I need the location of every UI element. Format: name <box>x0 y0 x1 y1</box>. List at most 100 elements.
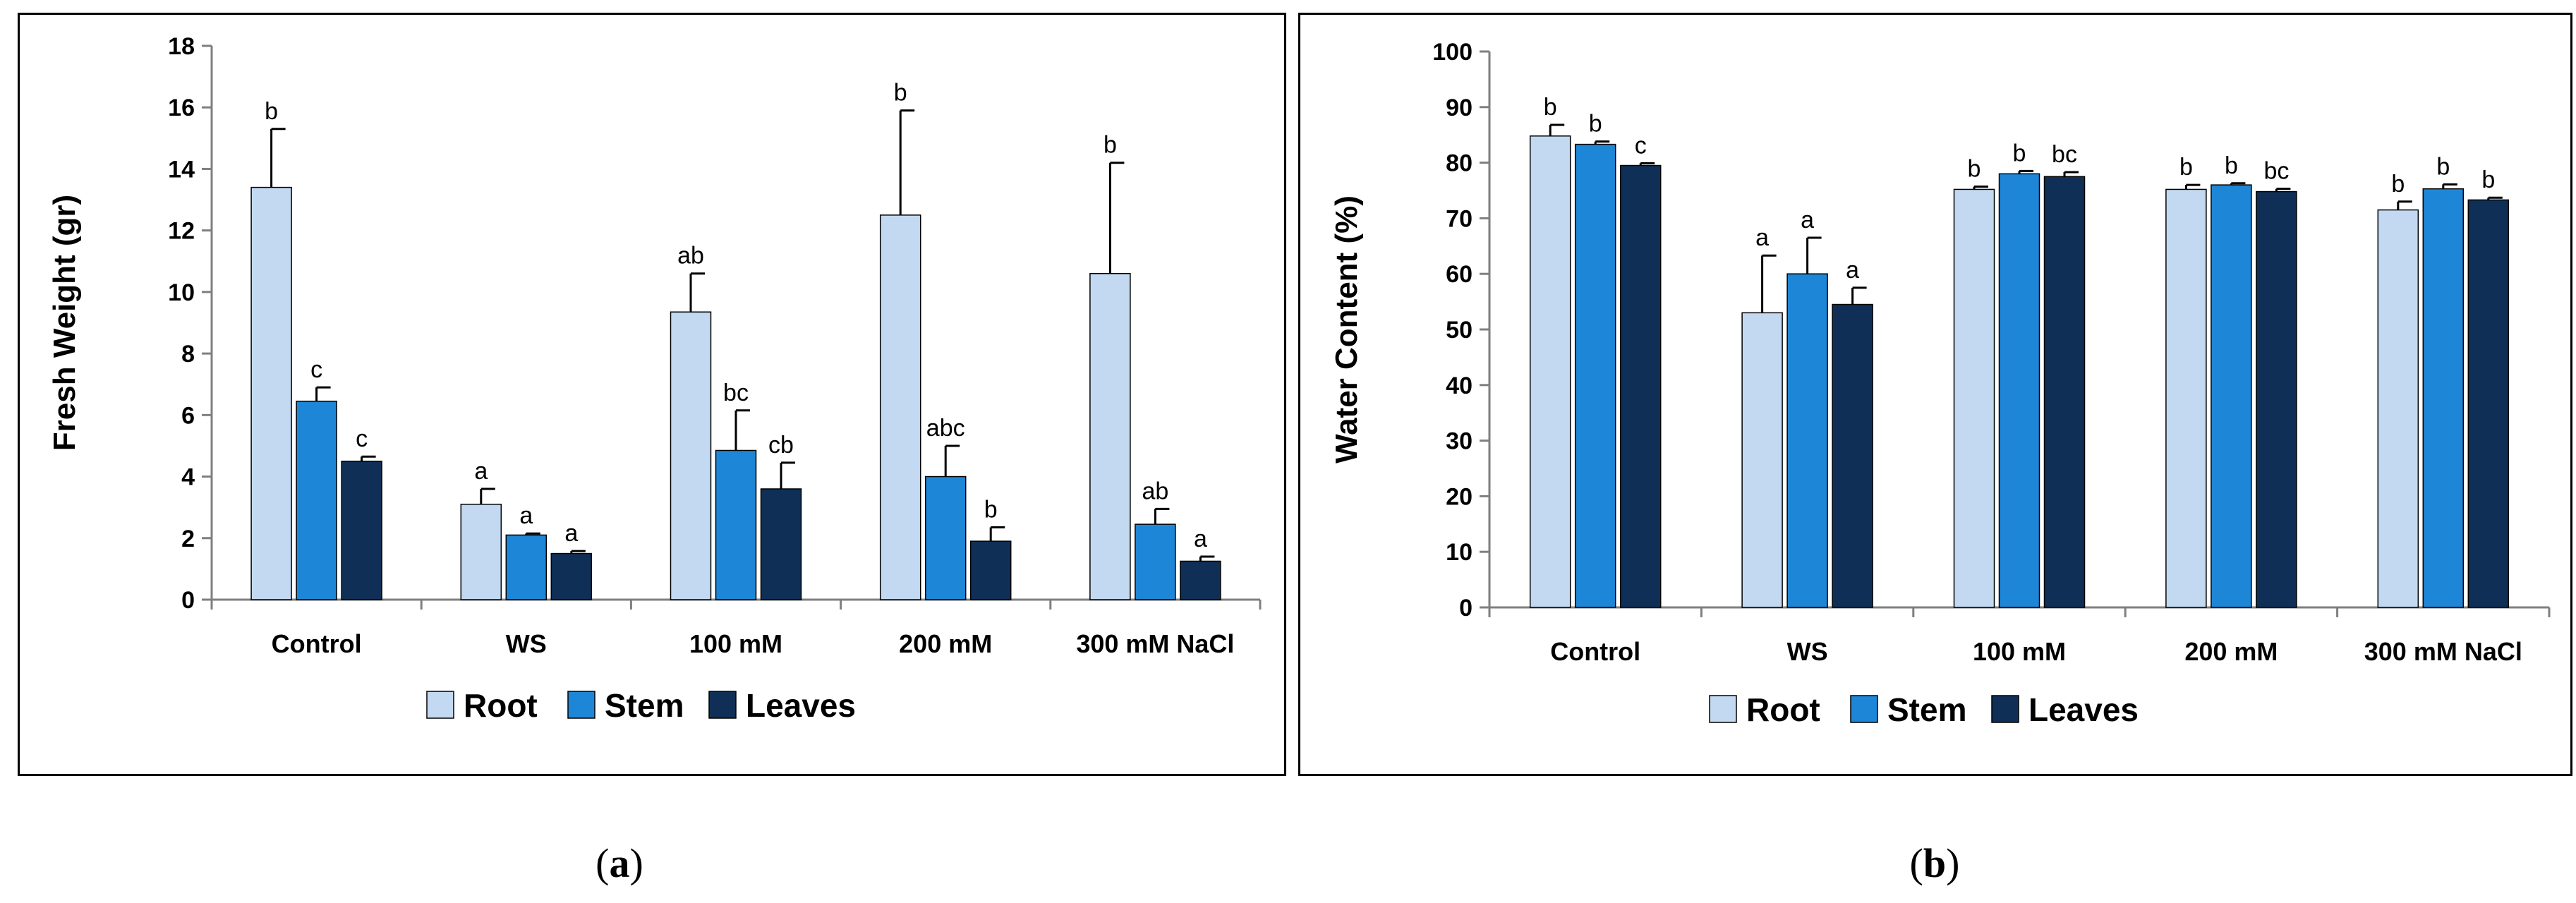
chart-b-bar-leaves-0 <box>1619 164 1662 608</box>
chart-a-bar-leaves-0 <box>341 461 382 600</box>
chart-b-sig-label-leaves-4: b <box>2481 166 2495 193</box>
chart-b-bar-stem-0 <box>1574 143 1616 608</box>
chart-a-sig-label-leaves-1: a <box>564 520 578 547</box>
chart-a-y-tick-label-2: 4 <box>181 464 195 491</box>
chart-b-bar-stem-2 <box>1998 173 2040 608</box>
chart-a-bar-leaves-2 <box>760 488 802 600</box>
chart-b-y-tick-label-3: 30 <box>1446 428 1473 455</box>
chart-b-bar-root-1 <box>1741 312 1783 608</box>
chart-b-bar-root-2 <box>1953 188 1995 608</box>
chart-a-sig-label-leaves-4: a <box>1194 526 1207 552</box>
chart-a-sig-label-root-0: b <box>265 98 278 125</box>
chart-b-y-tick-label-8: 80 <box>1446 150 1473 177</box>
caption-b: (b) <box>1909 840 1960 886</box>
chart-b-category-label-4: 300 mM NaCl <box>2364 637 2522 666</box>
chart-b-legend-swatch-root <box>1709 695 1737 723</box>
chart-b-y-tick-label-9: 90 <box>1446 95 1473 121</box>
chart-b-y-tick-label-6: 60 <box>1446 261 1473 288</box>
chart-b-sig-label-root-4: b <box>2391 171 2405 198</box>
caption-b-letter: b <box>1923 840 1947 886</box>
chart-a-bar-root-4 <box>1089 272 1131 600</box>
chart-b-y-tick-label-7: 70 <box>1446 205 1473 232</box>
chart-panel-a: 0 2 4 6 8 10 12 14 16 18 Fresh Weight (gr) Control b… <box>18 13 1286 776</box>
chart-a-bar-root-2 <box>670 311 712 600</box>
chart-a-bar-root-0 <box>250 186 292 600</box>
chart-a-y-tick-label-6: 12 <box>168 218 195 245</box>
chart-b-sig-label-leaves-2: bc <box>2052 141 2077 168</box>
chart-b-sig-label-leaves-3: bc <box>2263 158 2289 185</box>
chart-b-y-tick-label-2: 20 <box>1446 483 1473 510</box>
chart-b-sig-label-root-3: b <box>2179 154 2193 181</box>
chart-b-sig-label-root-1: a <box>1755 224 1769 251</box>
chart-a-bar-leaves-1 <box>550 552 593 600</box>
chart-b-category-label-1: WS <box>1787 637 1828 666</box>
chart-b-y-tick-label-5: 50 <box>1446 317 1473 344</box>
chart-a-svg: 0 2 4 6 8 10 12 14 16 18 Fresh Weight (gr) Control b… <box>47 33 1262 724</box>
chart-a-y-tick-label-8: 16 <box>168 95 195 121</box>
chart-b-sig-label-stem-0: b <box>1589 111 1602 138</box>
chart-a-sig-label-leaves-0: c <box>356 425 368 452</box>
chart-b-bar-leaves-3 <box>2256 190 2297 608</box>
chart-b-bar-leaves-4 <box>2467 199 2510 608</box>
chart-b-sig-label-leaves-1: a <box>1846 257 1859 284</box>
chart-b-bar-root-4 <box>2377 209 2419 608</box>
chart-a-sig-label-leaves-2: cb <box>768 432 794 459</box>
chart-a-bar-leaves-4 <box>1180 560 1221 600</box>
chart-a-y-tick-label-0: 0 <box>181 587 195 614</box>
chart-b-legend-label-root: Root <box>1746 691 1820 728</box>
chart-a-sig-label-root-3: b <box>894 80 907 107</box>
chart-a-bar-root-1 <box>460 504 502 600</box>
chart-b-sig-label-root-0: b <box>1544 94 1557 121</box>
chart-b-y-tick-label-10: 100 <box>1432 39 1473 66</box>
chart-b-category-label-0: Control <box>1550 637 1640 666</box>
chart-panel-b: 0 10 20 30 40 50 60 70 80 90 100 Water Content (%) C… <box>1298 13 2572 776</box>
chart-b-sig-label-stem-1: a <box>1801 207 1814 234</box>
chart-b-sig-label-stem-4: b <box>2436 153 2450 180</box>
chart-b-svg: 0 10 20 30 40 50 60 70 80 90 100 Water Content (%) C… <box>1329 39 2551 728</box>
chart-a-bar-stem-4 <box>1135 523 1176 600</box>
chart-a-sig-label-root-4: b <box>1103 132 1117 159</box>
caption-a-letter: a <box>609 840 630 886</box>
chart-a-category-label-2: 100 mM <box>689 629 782 658</box>
chart-a-bar-stem-1 <box>505 534 548 600</box>
chart-a-category-label-3: 200 mM <box>899 629 992 658</box>
chart-a-y-tick-label-5: 10 <box>168 279 195 306</box>
chart-b-sig-label-stem-2: b <box>2013 140 2026 166</box>
chart-b-y-tick-label-4: 40 <box>1446 372 1473 399</box>
chart-a-y-tick-label-3: 6 <box>181 402 195 429</box>
chart-b-bar-stem-4 <box>2422 188 2465 608</box>
chart-b-sig-label-root-2: b <box>1968 155 1981 182</box>
chart-b-legend-label-leaves: Leaves <box>2028 691 2139 728</box>
chart-b-legend-label-stem: Stem <box>1887 691 1966 728</box>
chart-b-bar-leaves-2 <box>2043 176 2086 608</box>
chart-a-legend-swatch-stem <box>567 691 595 719</box>
chart-a-sig-label-stem-4: ab <box>1142 478 1168 504</box>
chart-a-legend-swatch-leaves <box>708 691 737 719</box>
chart-a-y-tick-label-1: 2 <box>181 526 195 552</box>
chart-a-legend-label-stem: Stem <box>605 687 684 724</box>
chart-a-y-tick-label-7: 14 <box>168 156 195 183</box>
chart-a-y-tick-label-9: 18 <box>168 33 195 60</box>
chart-b-y-axis-label: Water Content (%) <box>1329 195 1364 463</box>
chart-a-legend-swatch-root <box>426 691 454 719</box>
chart-a-bar-root-3 <box>879 214 921 600</box>
chart-a-sig-label-stem-1: a <box>519 502 533 529</box>
chart-a-category-label-4: 300 mM NaCl <box>1076 629 1234 658</box>
chart-a-sig-label-stem-0: c <box>310 356 322 383</box>
chart-b-category-label-3: 200 mM <box>2184 637 2278 666</box>
chart-b-legend-swatch-leaves <box>1991 695 2019 723</box>
chart-b-bar-root-3 <box>2165 188 2207 608</box>
chart-b-sig-label-leaves-0: c <box>1635 132 1647 159</box>
chart-a-legend-label-leaves: Leaves <box>746 687 856 724</box>
chart-b-legend-swatch-stem <box>1850 695 1878 723</box>
chart-a-sig-label-root-2: ab <box>677 243 704 269</box>
chart-b-bar-stem-3 <box>2211 184 2252 608</box>
chart-b-y-tick-label-0: 0 <box>1459 595 1473 622</box>
chart-b-category-label-2: 100 mM <box>1973 637 2066 666</box>
chart-a-bar-stem-3 <box>924 475 967 600</box>
chart-a-category-label-0: Control <box>272 629 362 658</box>
chart-b-bar-leaves-1 <box>1832 303 1873 608</box>
chart-b-y-tick-label-1: 10 <box>1446 539 1473 566</box>
chart-a-bar-stem-0 <box>296 400 337 600</box>
chart-a-sig-label-stem-2: bc <box>723 380 749 406</box>
